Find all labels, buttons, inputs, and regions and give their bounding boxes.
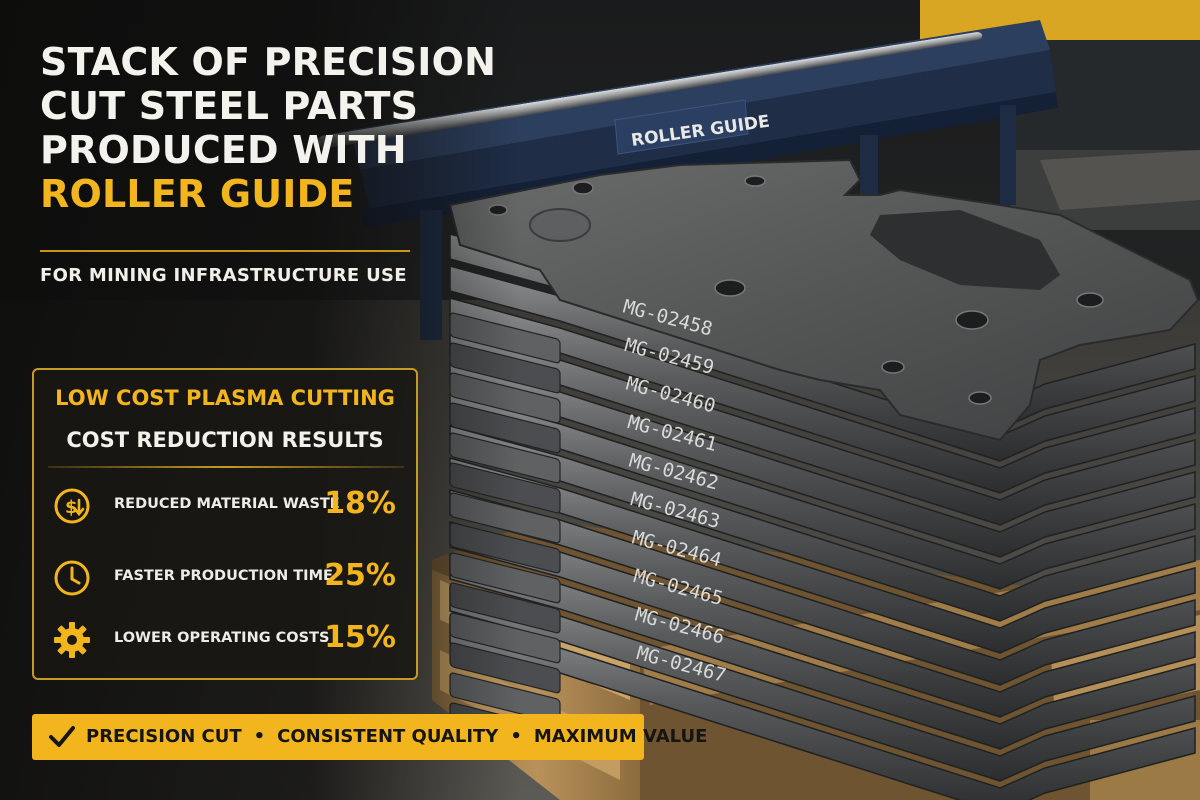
- dollar-down-icon: $: [54, 488, 90, 524]
- banner-item-consistent-quality: CONSISTENT QUALITY: [277, 726, 499, 747]
- metric-value: 15%: [324, 620, 396, 655]
- cost-reduction-card: LOW COST PLASMA CUTTING COST REDUCTION R…: [32, 368, 418, 680]
- headline-accent: ROLLER GUIDE: [40, 172, 355, 216]
- quality-banner: PRECISION CUT • CONSISTENT QUALITY • MAXIMUM…: [32, 714, 707, 760]
- checkmark-icon: [49, 726, 75, 747]
- banner-item-maximum-value: MAXIMUM VALUE: [533, 726, 708, 747]
- metric-value: 18%: [324, 486, 396, 521]
- metric-value: 25%: [324, 558, 396, 593]
- card-title: LOW COST PLASMA CUTTING: [55, 386, 395, 410]
- headline-line-3: PRODUCED WITH: [40, 128, 407, 172]
- metric-material-waste: $ REDUCED MATERIAL WASTE 18%: [50, 480, 406, 530]
- banner-separator: •: [253, 726, 266, 747]
- banner-item-precision-cut: PRECISION CUT: [86, 726, 242, 747]
- headline-line-2: CUT STEEL PARTS: [40, 84, 419, 128]
- headline-divider: [40, 250, 410, 252]
- clock-icon: [54, 560, 90, 596]
- metric-label: LOWER OPERATING COSTS: [114, 630, 330, 646]
- headline-line-1: STACK OF PRECISION: [40, 40, 497, 84]
- banner-text: PRECISION CUT • CONSISTENT QUALITY • MAXIMUM…: [86, 726, 707, 747]
- card-divider: [48, 466, 404, 468]
- svg-text:$: $: [65, 497, 78, 518]
- card-subtitle: COST REDUCTION RESULTS: [66, 428, 384, 452]
- metric-production-time: FASTER PRODUCTION TIME 25%: [50, 552, 406, 602]
- metric-label: REDUCED MATERIAL WASTE: [114, 496, 340, 512]
- metric-label: FASTER PRODUCTION TIME: [114, 568, 333, 584]
- metric-operating-costs: LOWER OPERATING COSTS 15%: [50, 614, 406, 664]
- subheadline: FOR MINING INFRASTRUCTURE USE: [40, 265, 407, 286]
- banner-separator: •: [510, 726, 522, 747]
- gear-icon: [54, 622, 90, 658]
- headline: STACK OF PRECISION CUT STEEL PARTS PRODU…: [40, 40, 497, 216]
